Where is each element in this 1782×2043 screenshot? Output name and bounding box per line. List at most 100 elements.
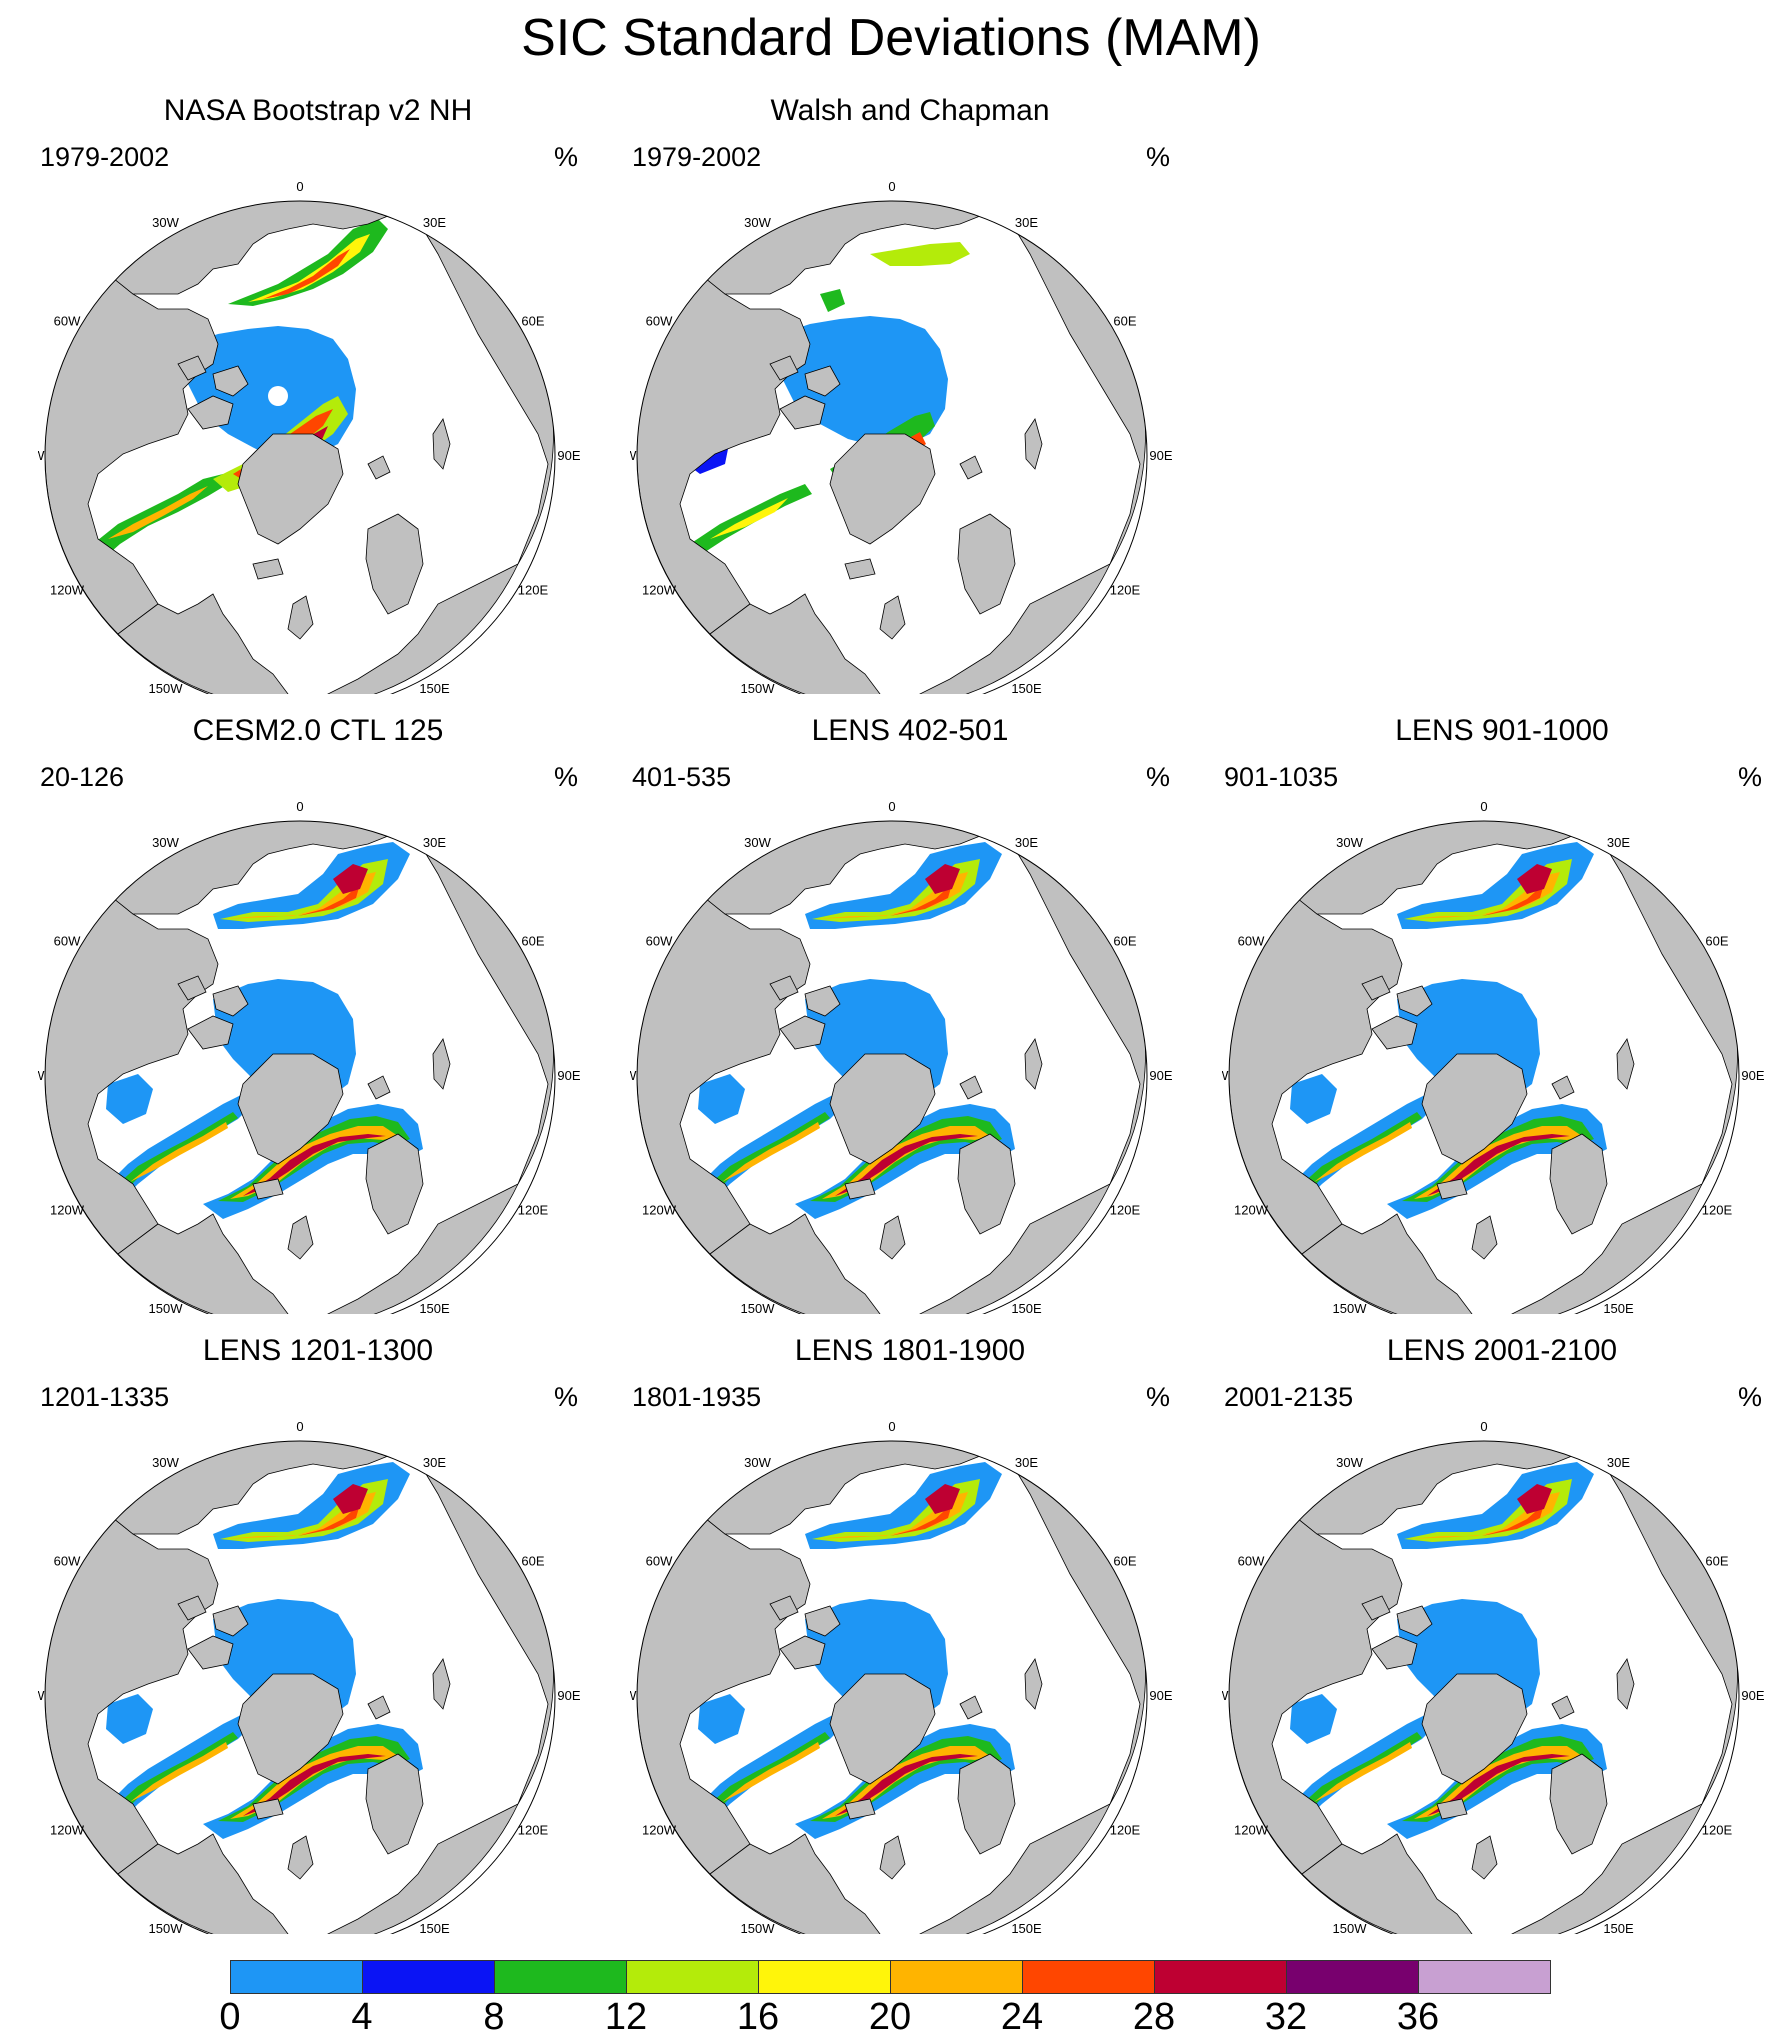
colorbar-box	[230, 1960, 363, 1994]
sea-ice-sd-region	[1397, 1462, 1594, 1549]
sea-ice-sd-region	[333, 864, 368, 894]
longitude-label: 120E	[1110, 583, 1141, 598]
panel-units: %	[553, 1382, 578, 1412]
land-mass	[709, 593, 893, 694]
sea-ice-sd-region	[820, 289, 845, 312]
panel-title: Walsh and Chapman	[770, 94, 1050, 127]
sea-ice-sd-region	[1417, 884, 1544, 918]
land-mass	[117, 1833, 301, 1934]
colorbar-box	[626, 1960, 759, 1994]
longitude-label: 120E	[1110, 1203, 1141, 1218]
longitude-label: 120W	[1234, 1203, 1269, 1218]
sea-ice-sd-region	[220, 1479, 388, 1542]
land-mass	[844, 1798, 876, 1820]
longitude-label: 150E	[1011, 681, 1042, 694]
longitude-label: 30W	[744, 1455, 771, 1470]
land-mass	[709, 1213, 893, 1314]
sea-ice-sd-region	[812, 859, 980, 922]
sea-ice-sd-region	[925, 864, 960, 894]
land-mass	[879, 595, 906, 640]
land-mass	[829, 1053, 936, 1165]
land-mass	[779, 1015, 826, 1050]
panel-title: LENS 901-1000	[1395, 714, 1609, 747]
land-mass	[1396, 1605, 1433, 1637]
sea-ice-sd-region	[710, 498, 788, 539]
land-mass	[1396, 985, 1433, 1017]
longitude-label: 0	[888, 179, 895, 194]
sea-ice-sd-region	[248, 234, 370, 302]
land-mass	[252, 558, 284, 580]
sea-ice-sd-region	[825, 884, 952, 918]
land-mass	[769, 975, 799, 1001]
longitude-label: 90W	[38, 1688, 45, 1703]
land-mass	[299, 1803, 519, 1934]
land-mass	[844, 558, 876, 580]
panel-units: %	[1737, 762, 1762, 792]
map-boundary-circle	[44, 1440, 556, 1934]
panel-units: %	[1145, 1382, 1170, 1412]
longitude-label: 30E	[1015, 1455, 1038, 1470]
longitude-label: 60E	[521, 1554, 544, 1569]
longitude-label: 120E	[1110, 1823, 1141, 1838]
sea-ice-sd-region	[805, 1462, 1002, 1549]
sea-ice-sd-region	[213, 842, 410, 929]
map-panel-lens-1801: 180150E120E90E60E30E030W60W90W120W150W L…	[630, 1334, 1190, 1934]
longitude-label: 120E	[518, 1823, 549, 1838]
longitude-label: 120E	[1702, 1823, 1733, 1838]
longitude-label: 60W	[1238, 934, 1265, 949]
longitude-label: 30E	[1607, 1455, 1630, 1470]
map-boundary-circle	[1228, 1440, 1740, 1934]
longitude-label: 150W	[1333, 1301, 1368, 1314]
longitude-label: 30W	[152, 835, 179, 850]
land-mass	[299, 1183, 519, 1314]
land-mass	[212, 985, 249, 1017]
longitude-label: 60E	[1705, 934, 1728, 949]
land-mass	[1024, 1658, 1043, 1710]
longitude-label: 30W	[1336, 835, 1363, 850]
land-mass	[829, 1673, 936, 1785]
land-mass	[957, 513, 1016, 615]
land-mass	[959, 1695, 983, 1720]
land-mass	[779, 395, 826, 430]
longitude-label: 30W	[152, 215, 179, 230]
land-mass	[177, 975, 207, 1001]
colorbar	[230, 1960, 1551, 1996]
longitude-label: 30W	[744, 835, 771, 850]
land-mass	[367, 1075, 391, 1100]
colorbar-box	[890, 1960, 1023, 1994]
longitude-label: 150W	[741, 1921, 776, 1934]
map-boundary-circle	[636, 820, 1148, 1314]
polar-map: 180150E120E90E60E30E030W60W90W120W150W	[38, 1419, 581, 1934]
longitude-label: 60W	[54, 934, 81, 949]
sea-ice-sd-region	[722, 1122, 820, 1182]
map-panel-walsh-chapman: 180150E120E90E60E30E030W60W90W120W150W W…	[630, 94, 1190, 694]
longitude-label: 60E	[1113, 1554, 1136, 1569]
land-mass	[891, 563, 1111, 694]
map-panel-nasa-bootstrap: 180150E120E90E60E30E030W60W90W120W150W N…	[38, 94, 598, 694]
land-mass	[804, 1605, 841, 1637]
longitude-label: 0	[296, 1419, 303, 1434]
panel-period: 1201-1335	[40, 1382, 170, 1412]
land-mass	[804, 985, 841, 1017]
longitude-label: 90W	[1222, 1068, 1229, 1083]
land-mass	[769, 1595, 799, 1621]
land-mass	[365, 1133, 424, 1235]
panel-period: 2001-2135	[1224, 1382, 1354, 1412]
land-mass	[237, 1673, 344, 1785]
colorbar-tick-label: 12	[604, 1996, 648, 2038]
land-mass	[1371, 1635, 1418, 1670]
panel-period: 1801-1935	[632, 1382, 762, 1412]
colorbar-tick-label: 0	[219, 1996, 241, 2038]
land-mass	[1616, 1658, 1635, 1710]
land-mass	[367, 1695, 391, 1720]
colorbar-box	[1154, 1960, 1287, 1994]
land-mass	[212, 365, 249, 397]
polar-map: 180150E120E90E60E30E030W60W90W120W150W	[630, 179, 1173, 694]
longitude-label: 90W	[1222, 1688, 1229, 1703]
land-mass	[844, 1178, 876, 1200]
land-mass	[829, 433, 936, 545]
longitude-label: 30W	[744, 215, 771, 230]
sea-ice-sd-region	[698, 1694, 745, 1744]
land-mass	[879, 1835, 906, 1880]
sea-ice-sd-region	[1517, 1484, 1552, 1514]
